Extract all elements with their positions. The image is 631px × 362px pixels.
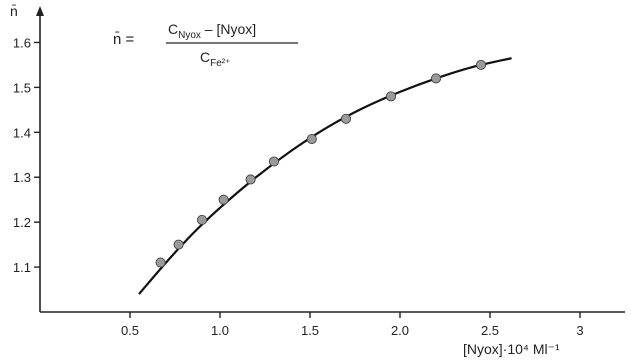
data-point bbox=[430, 73, 442, 84]
tick-labels: 0.5 1.0 1.5 2.0 2.5 3 1.1 1.2 1.3 1.4 1.5 1.6 bbox=[13, 35, 584, 338]
data-point bbox=[196, 214, 208, 225]
y-tick-label: 1.3 bbox=[13, 170, 31, 185]
y-tick-label: 1.4 bbox=[13, 125, 31, 140]
y-tick-label: 1.5 bbox=[13, 80, 31, 95]
data-point bbox=[173, 239, 184, 250]
x-tick-label: 0.5 bbox=[121, 323, 139, 338]
numerator-rest: – [Nyox] bbox=[201, 21, 256, 37]
formula-denominator: CFe²⁺ bbox=[200, 49, 230, 69]
ticks bbox=[34, 41, 581, 318]
data-point bbox=[340, 113, 352, 124]
axes bbox=[36, 6, 625, 313]
numerator-c-sub: Nyox bbox=[178, 30, 201, 41]
formula-lhs: n̄ = bbox=[113, 31, 135, 48]
y-tick-label: 1.1 bbox=[13, 260, 31, 275]
y-tick-label: 1.2 bbox=[13, 215, 31, 230]
formula-numerator: CNyox – [Nyox] bbox=[168, 21, 256, 41]
data-point bbox=[245, 174, 256, 185]
y-axis-arrow-icon bbox=[36, 6, 44, 16]
x-tick-label: 2.5 bbox=[481, 323, 499, 338]
x-tick-label: 2.0 bbox=[391, 323, 409, 338]
x-tick-label: 1.5 bbox=[301, 323, 319, 338]
fit-curve-line bbox=[138, 57, 512, 295]
y-axis-label: n̄ bbox=[10, 3, 18, 19]
data-point bbox=[475, 59, 487, 70]
data-point bbox=[218, 194, 229, 205]
denominator-c: C bbox=[200, 49, 210, 65]
denominator-c-sub: Fe²⁺ bbox=[210, 58, 230, 69]
formula-annotation: n̄ = CNyox – [Nyox] CFe²⁺ bbox=[113, 21, 298, 69]
data-points bbox=[155, 59, 487, 268]
data-point bbox=[268, 156, 280, 167]
numerator-c: C bbox=[168, 21, 178, 37]
data-point bbox=[306, 133, 317, 145]
y-tick-label: 1.6 bbox=[13, 35, 31, 50]
x-tick-label: 3 bbox=[576, 323, 583, 338]
data-point bbox=[385, 91, 397, 102]
x-tick-label: 1.0 bbox=[211, 323, 229, 338]
data-point bbox=[155, 257, 166, 268]
x-axis-label: [Nyox]·10⁴ Ml⁻¹ bbox=[463, 341, 560, 357]
